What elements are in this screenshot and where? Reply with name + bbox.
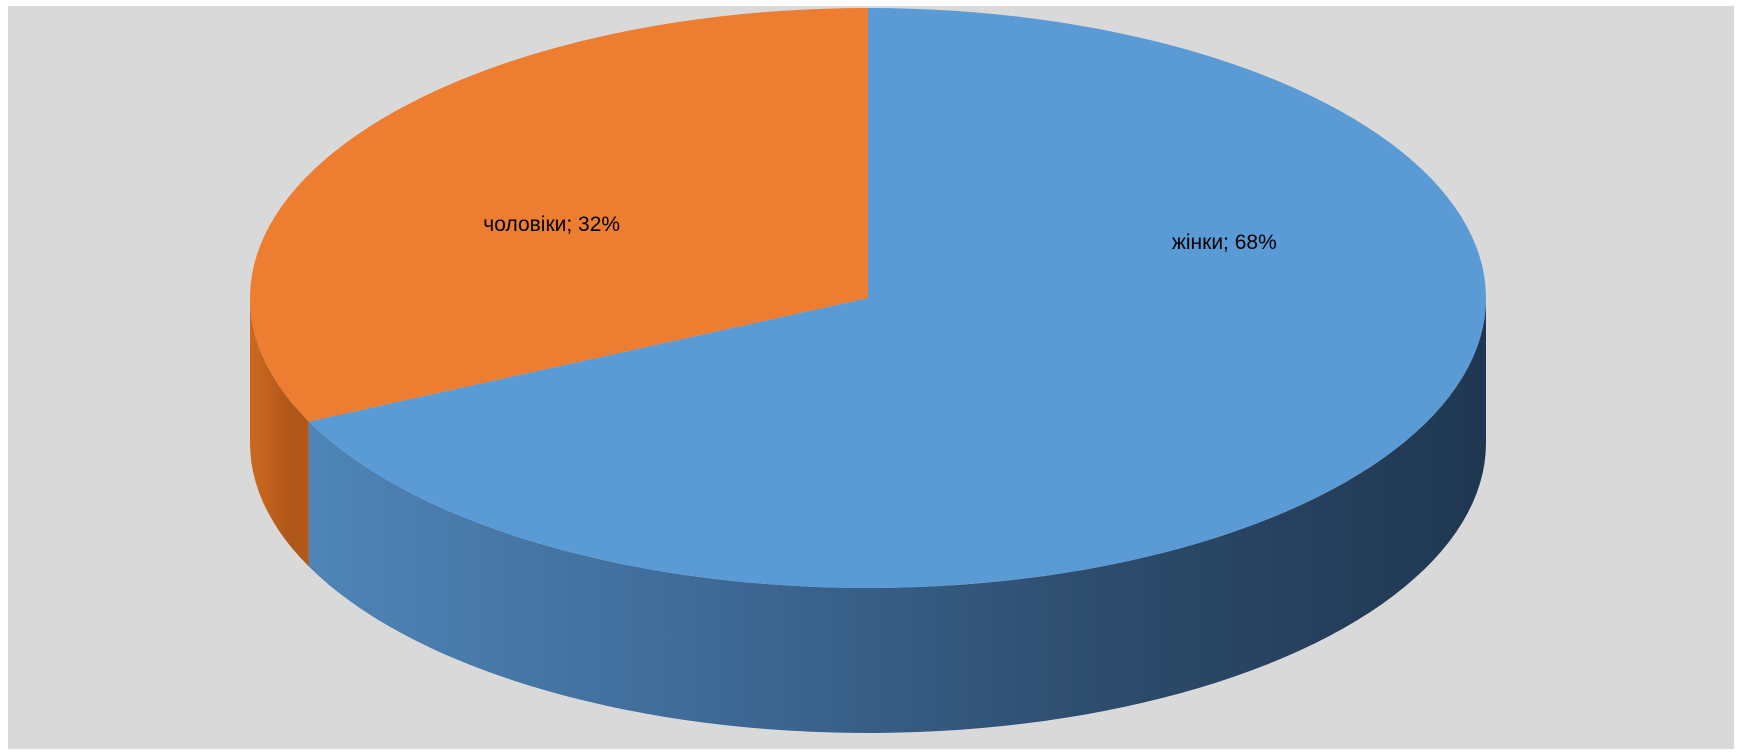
pie-side-women (308, 298, 1486, 733)
data-label-women: жінки; 68% (1172, 231, 1277, 254)
chart-area: жінки; 68% чоловіки; 32% (8, 6, 1734, 749)
pie-group: жінки; 68% чоловіки; 32% (250, 8, 1486, 733)
pie-side-men (250, 298, 309, 567)
pie-slice-women (308, 8, 1486, 588)
data-label-men: чоловіки; 32% (483, 213, 620, 236)
pie-chart: жінки; 68% чоловіки; 32% (8, 6, 1734, 749)
pie-slice-men (250, 8, 869, 422)
